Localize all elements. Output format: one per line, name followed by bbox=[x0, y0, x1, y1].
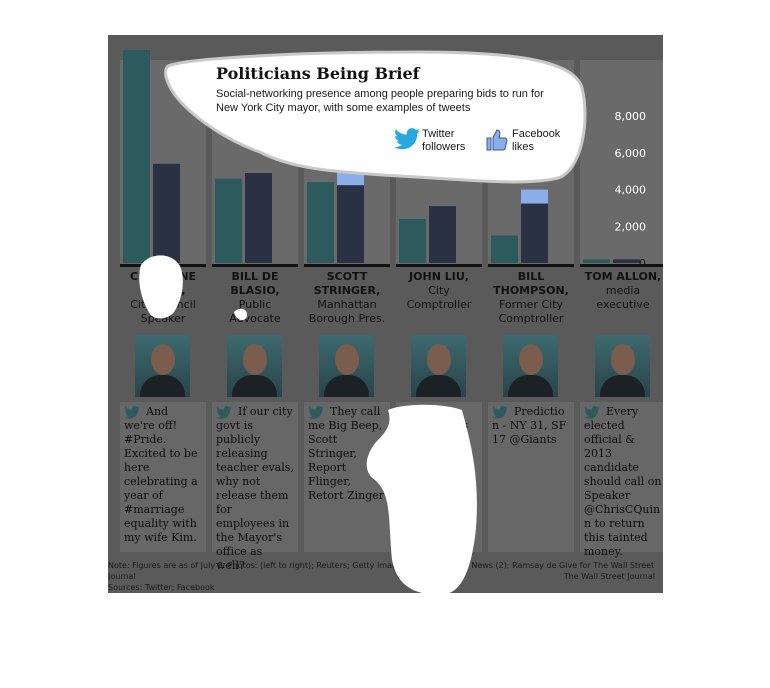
facebook-bar-bill-de-blasio bbox=[245, 173, 272, 263]
tweet-text: The Mayor owns a lot of things, but the … bbox=[400, 405, 476, 572]
candidate-role: Former City Comptroller bbox=[498, 298, 564, 325]
tweet-card-christine-quinn: And we're off! #Pride. Excited to be her… bbox=[120, 402, 206, 552]
legend-facebook-label: Facebook likes bbox=[512, 128, 561, 153]
tweet-text: They call me Big Beep, Scott Stringer, R… bbox=[308, 405, 386, 502]
tweet-card-tom-allon: Every elected official & 2013 candidate … bbox=[580, 402, 663, 558]
credit-note: The Wall Street Journal bbox=[563, 572, 655, 581]
twitter-bird-icon bbox=[216, 406, 232, 419]
candidate-label-tom-allon: TOM ALLON, media executive bbox=[581, 270, 663, 312]
tweet-card-bill-de-blasio: If our city govt is publicly releasing t… bbox=[212, 402, 298, 572]
chart-subtitle: Social-networking presence among people … bbox=[216, 88, 544, 114]
candidate-label-bill-de-blasio: BILL DE BLASIO, Public Advocate bbox=[213, 270, 297, 326]
candidate-role: City Council Speaker bbox=[130, 298, 196, 325]
twitter-bar-scott-stringer bbox=[307, 182, 334, 263]
twitter-bird-icon bbox=[394, 128, 420, 150]
twitter-bar-bill-thompson bbox=[491, 235, 518, 263]
twitter-bird-icon bbox=[400, 406, 416, 419]
column-rule bbox=[212, 264, 298, 267]
y-tick-label: 6,000 bbox=[615, 147, 647, 160]
candidate-role: Manhattan Borough Pres. bbox=[308, 298, 386, 325]
column-rule bbox=[580, 264, 663, 267]
twitter-bar-john-liu bbox=[399, 218, 426, 263]
tweet-text: Prediction - NY 31, SF 17 @Giants bbox=[492, 405, 570, 446]
candidate-photo bbox=[503, 335, 558, 397]
y-tick-label: 0 bbox=[639, 257, 646, 270]
candidate-name: BILL THOMPSON, bbox=[493, 270, 569, 297]
candidate-name: CHRISTINE QUINN, bbox=[129, 270, 197, 297]
candidate-photo bbox=[135, 335, 190, 397]
tweet-card-scott-stringer: They call me Big Beep, Scott Stringer, R… bbox=[304, 402, 390, 552]
tweet-text: Every elected official & 2013 candidate … bbox=[584, 405, 662, 558]
candidate-photo bbox=[227, 335, 282, 397]
twitter-bird-icon bbox=[492, 406, 508, 419]
facebook-bar-highlight-bill-thompson bbox=[521, 189, 548, 204]
legend-facebook: Facebook likes bbox=[484, 128, 560, 156]
candidate-photo bbox=[411, 335, 466, 397]
candidate-name: SCOTT STRINGER, bbox=[313, 270, 381, 297]
facebook-bar-john-liu bbox=[429, 206, 456, 263]
column-tom-allon bbox=[580, 60, 663, 265]
bar-plot: 8,000 6,000 4,000 2,000 0 bbox=[123, 50, 647, 270]
candidate-label-scott-stringer: SCOTT STRINGER, Manhattan Borough Pres. bbox=[305, 270, 389, 326]
chart-header: Politicians Being Brief Social-networkin… bbox=[216, 64, 576, 115]
twitter-bar-christine-quinn bbox=[123, 50, 150, 263]
chart-title: Politicians Being Brief bbox=[216, 64, 420, 83]
candidate-label-christine-quinn: CHRISTINE QUINN, City Council Speaker bbox=[121, 270, 205, 326]
tweet-text: And we're off! #Pride. Excited to be her… bbox=[124, 405, 202, 544]
candidate-name: TOM ALLON, bbox=[584, 270, 662, 283]
column-rule bbox=[304, 264, 390, 267]
facebook-bar-tom-allon bbox=[613, 259, 640, 263]
y-tick-label: 8,000 bbox=[615, 110, 647, 123]
y-tick-label: 4,000 bbox=[615, 184, 647, 197]
twitter-bar-bill-de-blasio bbox=[215, 178, 242, 263]
column-rule bbox=[120, 264, 206, 267]
column-rule bbox=[488, 264, 574, 267]
candidate-photo bbox=[595, 335, 650, 397]
facebook-bar-highlight-scott-stringer bbox=[337, 171, 364, 186]
tweet-text: If our city govt is publicly releasing t… bbox=[216, 405, 298, 572]
y-tick-label: 2,000 bbox=[615, 220, 647, 233]
tweet-card-john-liu: The Mayor owns a lot of things, but the … bbox=[396, 402, 482, 572]
candidate-role: media executive bbox=[596, 284, 650, 311]
facebook-bar-scott-stringer bbox=[337, 171, 364, 263]
legend-twitter-label: Twitter followers bbox=[422, 128, 466, 153]
column-rule bbox=[396, 264, 482, 267]
candidate-photo bbox=[319, 335, 374, 397]
twitter-bird-icon bbox=[124, 406, 140, 419]
candidate-name: BILL DE BLASIO, bbox=[230, 270, 280, 297]
legend-twitter: Twitter followers bbox=[394, 128, 465, 154]
tweet-card-bill-thompson: Prediction - NY 31, SF 17 @Giants bbox=[488, 402, 574, 552]
footnote: Note: Figures are as of July 8. Photos: … bbox=[108, 560, 663, 593]
thumbs-up-icon bbox=[486, 129, 508, 151]
candidate-label-john-liu: JOHN LIU, City Comptroller bbox=[397, 270, 481, 312]
candidate-label-bill-thompson: BILL THOMPSON, Former City Comptroller bbox=[489, 270, 573, 326]
candidate-role: Public Advocate bbox=[229, 298, 281, 325]
twitter-bird-icon bbox=[584, 406, 600, 419]
candidate-role: City Comptroller bbox=[406, 284, 472, 311]
twitter-bird-icon bbox=[308, 406, 324, 419]
candidate-name: JOHN LIU, bbox=[409, 270, 469, 283]
facebook-bar-christine-quinn bbox=[153, 163, 180, 263]
twitter-bar-tom-allon bbox=[583, 259, 610, 263]
sources-note: Sources: Twitter; Facebook bbox=[108, 583, 215, 592]
